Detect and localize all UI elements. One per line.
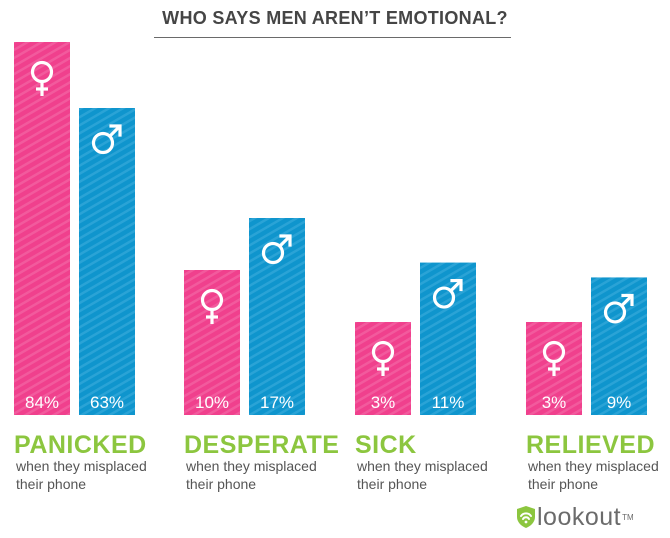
bar-value-label: 9% [607,393,632,412]
category-subtitle-line2: their phone [16,476,86,492]
bar-value-label: 84% [25,393,59,412]
male-symbol-icon [261,234,292,265]
category-subtitle-line2: their phone [186,476,256,492]
bar-female-panicked: 84% [14,42,70,415]
female-symbol-icon [30,60,54,96]
category-label: PANICKED [14,431,147,459]
bar-male-relieved: 9% [591,277,647,415]
category-subtitle-line1: when they misplaced [356,458,488,474]
bar-rect [14,42,70,415]
female-symbol-icon [542,340,566,376]
bar-value-label: 3% [371,393,396,412]
logo-trademark: TM [622,512,634,522]
bar-male-sick: 11% [420,262,476,415]
bar-value-label: 63% [90,393,124,412]
bar-female-sick: 3% [355,322,411,415]
bar-rect [184,270,240,415]
category-subtitle-line1: when they misplaced [185,458,317,474]
bars-layer: 84% 63% 10% 17% 3% 11% 3% 9% [14,42,647,415]
bar-rect [79,108,135,415]
category-subtitle-line1: when they misplaced [527,458,659,474]
lookout-shield-icon [517,506,535,528]
bar-value-label: 3% [542,393,567,412]
category-subtitle-line2: their phone [528,476,598,492]
male-symbol-icon [432,278,463,309]
bar-value-label: 11% [432,393,465,412]
category-subtitle-line1: when they misplaced [15,458,147,474]
bar-male-desperate: 17% [249,218,305,415]
bar-female-desperate: 10% [184,270,240,415]
bar-rect [249,218,305,415]
category-label: DESPERATE [184,431,339,459]
bar-value-label: 17% [260,393,294,412]
category-label: SICK [355,431,417,459]
category-subtitle-line2: their phone [357,476,427,492]
male-symbol-icon [91,124,122,155]
category-label: RELIEVED [526,431,655,459]
title-underline [154,37,511,38]
male-symbol-icon [603,293,634,324]
female-symbol-icon [200,288,224,324]
bar-rect [591,277,647,415]
bar-value-label: 10% [195,393,229,412]
logo-wordmark: lookout [537,503,622,531]
bar-male-panicked: 63% [79,108,135,415]
lookout-logo: lookout TM [515,503,634,531]
chart-title: WHO SAYS MEN AREN’T EMOTIONAL? [162,8,508,28]
female-symbol-icon [371,340,395,376]
bar-female-relieved: 3% [526,322,582,415]
